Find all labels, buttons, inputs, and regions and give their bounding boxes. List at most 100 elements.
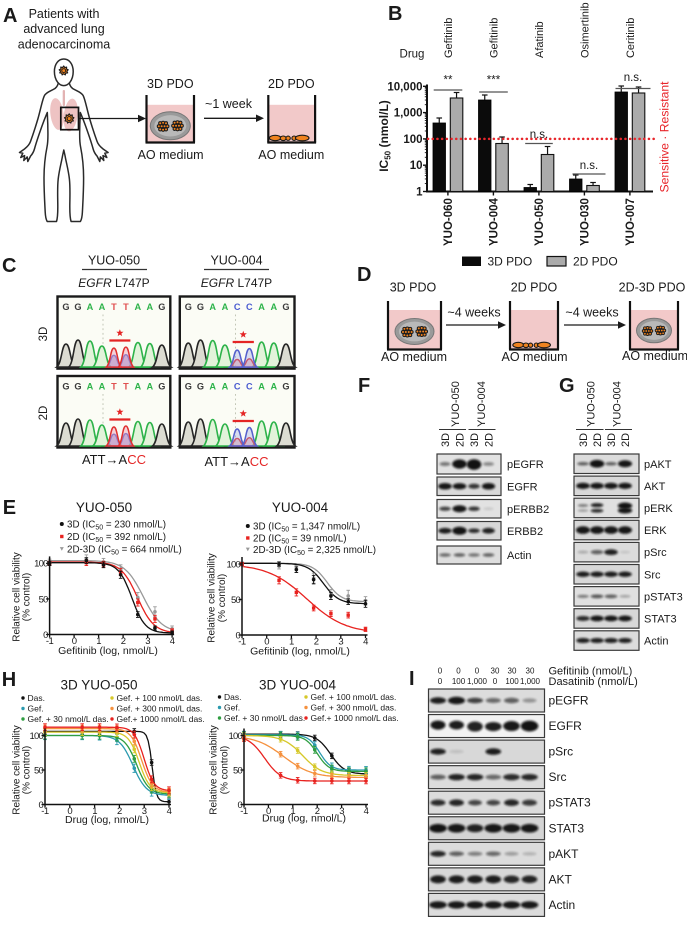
svg-text:ERK: ERK: [644, 525, 667, 537]
svg-text:4: 4: [363, 637, 368, 648]
svg-text:YUO-050: YUO-050: [450, 381, 462, 427]
svg-text:YUO-007: YUO-007: [625, 198, 637, 246]
svg-text:~4 weeks: ~4 weeks: [565, 306, 618, 320]
svg-text:A: A: [135, 302, 142, 312]
svg-text:2D: 2D: [620, 433, 632, 447]
svg-text:YUO-050: YUO-050: [88, 254, 140, 268]
svg-text:1,000: 1,000: [467, 677, 488, 686]
svg-text:Afatinib: Afatinib: [534, 21, 546, 58]
svg-text:G: G: [74, 382, 81, 392]
svg-text:0: 0: [39, 800, 44, 811]
svg-text:Gef.: Gef.: [28, 704, 44, 714]
svg-text:100: 100: [227, 559, 241, 570]
svg-text:2D: 2D: [455, 433, 467, 447]
svg-text:2D PDO: 2D PDO: [573, 255, 618, 269]
svg-text:advanced lung: advanced lung: [23, 22, 104, 36]
svg-text:AO medium: AO medium: [258, 148, 324, 162]
svg-text:ATT→ACC: ATT→ACC: [204, 454, 268, 469]
svg-text:3D PDO: 3D PDO: [488, 255, 533, 269]
svg-text:A: A: [270, 302, 277, 312]
svg-text:***: ***: [487, 75, 501, 87]
svg-text:YUO-050: YUO-050: [586, 381, 598, 427]
svg-text:3D (IC50 = 1,347 nmol/L): 3D (IC50 = 1,347 nmol/L): [253, 522, 360, 534]
svg-text:~1 week: ~1 week: [205, 97, 253, 111]
svg-text:Actin: Actin: [507, 550, 531, 562]
svg-text:G: G: [197, 382, 204, 392]
svg-text:Gef.: Gef.: [224, 703, 240, 713]
svg-text:Relative cell viability: Relative cell viability: [207, 553, 218, 642]
svg-text:T: T: [111, 302, 117, 312]
svg-text:1: 1: [92, 806, 97, 817]
svg-text:n.s.: n.s.: [530, 129, 549, 141]
svg-text:Gefitinib (log, nmol/L): Gefitinib (log, nmol/L): [250, 646, 350, 658]
svg-text:4: 4: [167, 806, 172, 817]
svg-text:0: 0: [266, 806, 271, 817]
svg-text:100: 100: [403, 134, 422, 146]
svg-text:YUO-004: YUO-004: [272, 500, 329, 515]
svg-text:T: T: [123, 302, 129, 312]
svg-text:A: A: [99, 382, 106, 392]
svg-text:30: 30: [526, 667, 535, 676]
svg-text:100: 100: [34, 559, 48, 570]
svg-text:2D-3D (IC50 = 2,325 nmol/L): 2D-3D (IC50 = 2,325 nmol/L): [253, 545, 376, 557]
svg-text:2D-3D (IC50 = 664 nmol/L): 2D-3D (IC50 = 664 nmol/L): [67, 545, 182, 557]
svg-text:Dasatinib (nmol/L): Dasatinib (nmol/L): [549, 676, 638, 688]
svg-text:C: C: [246, 302, 253, 312]
svg-text:2D PDO: 2D PDO: [511, 281, 558, 295]
svg-text:30: 30: [491, 667, 500, 676]
svg-text:50: 50: [34, 765, 43, 776]
svg-text:2D PDO: 2D PDO: [268, 77, 315, 91]
svg-text:C: C: [246, 382, 253, 392]
svg-text:1: 1: [289, 637, 294, 648]
svg-text:T: T: [123, 382, 129, 392]
svg-text:YUO-050: YUO-050: [534, 198, 546, 246]
svg-text:pEGFR: pEGFR: [507, 459, 544, 471]
svg-text:3: 3: [142, 806, 147, 817]
svg-text:3: 3: [338, 637, 343, 648]
svg-text:pERBB2: pERBB2: [507, 504, 549, 516]
svg-text:AKT: AKT: [644, 481, 666, 493]
svg-text:2D: 2D: [38, 406, 50, 421]
svg-text:AO medium: AO medium: [622, 349, 687, 363]
svg-text:EGFR: EGFR: [549, 719, 583, 733]
svg-text:YUO-004: YUO-004: [489, 197, 501, 246]
svg-text:ERBB2: ERBB2: [507, 526, 543, 538]
svg-text:G: G: [282, 302, 289, 312]
svg-text:0: 0: [438, 677, 443, 686]
svg-text:50: 50: [233, 765, 242, 776]
svg-text:Gefitinib (nmol/L): Gefitinib (nmol/L): [549, 666, 633, 678]
svg-text:EGFR L747P: EGFR L747P: [78, 276, 149, 290]
svg-text:A: A: [209, 302, 216, 312]
svg-text:D: D: [357, 264, 371, 286]
svg-text:pAKT: pAKT: [549, 847, 580, 861]
svg-text:YUO-004: YUO-004: [612, 381, 624, 427]
svg-text:pSrc: pSrc: [549, 745, 574, 759]
svg-text:3D PDO: 3D PDO: [390, 281, 437, 295]
svg-text:Das.: Das.: [28, 693, 45, 703]
svg-text:3D: 3D: [606, 433, 618, 447]
svg-text:0: 0: [493, 677, 498, 686]
svg-text:(% control): (% control): [22, 573, 33, 621]
svg-text:3D: 3D: [469, 433, 481, 447]
svg-text:-1: -1: [240, 806, 248, 817]
svg-text:0: 0: [72, 636, 77, 647]
svg-text:3: 3: [339, 806, 344, 817]
svg-text:4: 4: [170, 636, 175, 647]
svg-text:Actin: Actin: [549, 898, 576, 912]
svg-text:G: G: [282, 382, 289, 392]
svg-text:A: A: [222, 382, 229, 392]
svg-text:Gefitinib (log, nmol/L): Gefitinib (log, nmol/L): [58, 645, 158, 657]
svg-text:10,000: 10,000: [387, 81, 422, 93]
svg-text:3D: 3D: [38, 327, 50, 342]
svg-text:G: G: [185, 302, 192, 312]
svg-text:A: A: [87, 382, 94, 392]
svg-text:EGFR: EGFR: [507, 481, 538, 493]
svg-text:0: 0: [43, 630, 48, 641]
svg-text:pERK: pERK: [644, 503, 673, 515]
svg-text:Gef.+ 1000 nmol/L das.: Gef.+ 1000 nmol/L das.: [311, 713, 399, 723]
svg-text:Gef. + 300 nmol/L das.: Gef. + 300 nmol/L das.: [311, 703, 397, 713]
svg-text:100: 100: [505, 677, 519, 686]
svg-text:A: A: [147, 302, 154, 312]
svg-text:Gef. + 100 nmol/L das.: Gef. + 100 nmol/L das.: [117, 693, 203, 703]
svg-text:pSrc: pSrc: [644, 547, 667, 559]
